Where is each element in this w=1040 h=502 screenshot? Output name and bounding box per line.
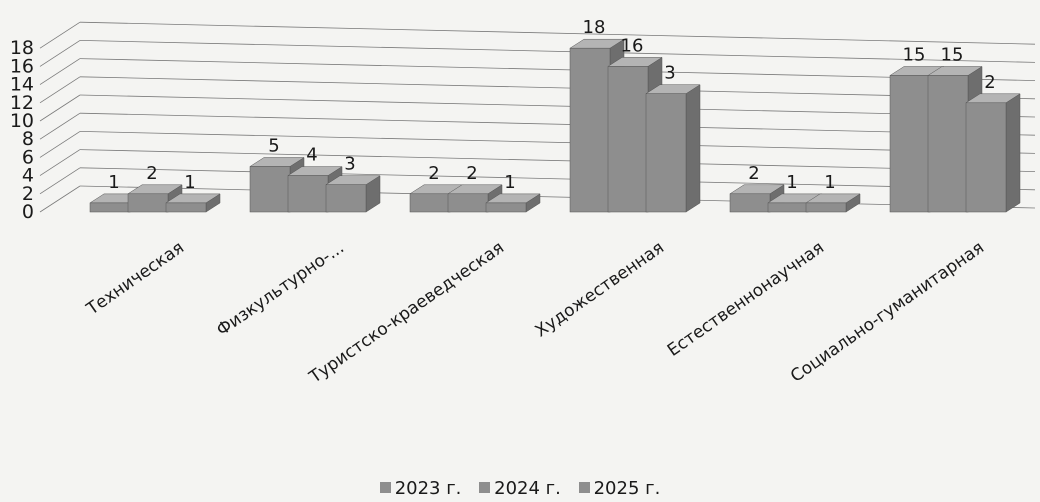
- bar: [127, 193, 169, 213]
- gridline-diag: [39, 58, 81, 85]
- bar: [485, 202, 527, 213]
- y-tick-label: 8: [22, 128, 34, 150]
- data-label: 16: [621, 35, 644, 56]
- data-label: 15: [941, 45, 964, 66]
- y-tick-label: 16: [10, 55, 34, 77]
- data-label: 15: [903, 45, 926, 66]
- bar: [325, 184, 367, 213]
- bar: [805, 202, 847, 213]
- category-label: Техническая: [82, 238, 188, 320]
- category-label: Художественная: [532, 238, 668, 342]
- data-label: 2: [466, 163, 477, 184]
- data-label: 1: [786, 172, 797, 193]
- data-label: 3: [664, 63, 675, 84]
- data-label: 2: [146, 163, 157, 184]
- gridline-diag: [39, 185, 81, 213]
- gridline: [79, 167, 1036, 191]
- bar: [447, 193, 489, 213]
- data-label: 3: [344, 154, 355, 175]
- y-tick-label: 2: [22, 183, 34, 205]
- data-label: 1: [108, 172, 119, 193]
- legend-item-2025: 2025 г.: [578, 478, 661, 499]
- bar: [729, 193, 771, 213]
- y-tick-label: 18: [10, 37, 34, 59]
- bar: [249, 166, 291, 213]
- bar-side: [685, 84, 701, 213]
- gridline-diag: [39, 112, 81, 140]
- gridline-diag: [39, 21, 81, 49]
- bar: [767, 202, 809, 213]
- bar: [409, 193, 451, 213]
- bar: [569, 47, 611, 213]
- bar: [165, 202, 207, 213]
- category-label: Физкультурно-...: [213, 238, 348, 341]
- y-tick-label: 14: [10, 74, 34, 96]
- gridline-diag: [39, 131, 81, 158]
- data-label: 1: [504, 172, 515, 193]
- gridline-diag: [39, 149, 81, 176]
- y-tick-label: 10: [10, 110, 34, 132]
- gridline: [79, 94, 1036, 118]
- bar: [645, 93, 687, 213]
- bar: [89, 202, 131, 213]
- data-label: 2: [428, 163, 439, 184]
- legend-label-2024: 2024 г.: [494, 478, 561, 499]
- bar: [965, 102, 1007, 213]
- gridline: [79, 149, 1036, 172]
- y-tick-label: 4: [22, 165, 34, 187]
- legend-swatch-2025: [578, 482, 590, 493]
- gridline-diag: [39, 167, 81, 195]
- gridline: [79, 21, 1036, 45]
- bar: [287, 175, 329, 213]
- y-tick-label: 12: [10, 92, 34, 114]
- bar: [889, 75, 931, 213]
- data-label: 2: [748, 163, 759, 184]
- gridline-diag: [39, 76, 81, 104]
- y-tick-label: 0: [22, 201, 34, 223]
- legend-label-2025: 2025 г.: [593, 478, 661, 499]
- gridline: [79, 58, 1036, 81]
- gridline: [79, 40, 1036, 63]
- gridline: [79, 112, 1036, 136]
- data-label: 1: [824, 172, 835, 193]
- y-tick-label: 6: [22, 146, 34, 168]
- legend-swatch-2024: [479, 482, 491, 493]
- category-label: Естественнонаучная: [664, 238, 828, 361]
- gridline-diag: [39, 94, 81, 122]
- data-label: 2: [984, 72, 995, 93]
- bar-side: [1005, 93, 1021, 213]
- legend: 2023 г. 2024 г. 2025 г.: [0, 478, 1040, 499]
- bar: [927, 75, 969, 213]
- gridline: [79, 185, 1036, 209]
- gridline-diag: [39, 40, 81, 67]
- legend-label-2023: 2023 г.: [394, 478, 462, 499]
- gridline: [79, 131, 1036, 154]
- data-label: 1: [184, 172, 195, 193]
- legend-item-2023: 2023 г.: [379, 478, 462, 499]
- legend-swatch-2023: [379, 482, 391, 493]
- data-label: 5: [268, 136, 279, 157]
- data-label: 4: [306, 145, 317, 166]
- bar: [607, 66, 649, 213]
- data-label: 18: [583, 17, 606, 38]
- gridline: [79, 76, 1036, 100]
- legend-item-2024: 2024 г.: [479, 478, 561, 499]
